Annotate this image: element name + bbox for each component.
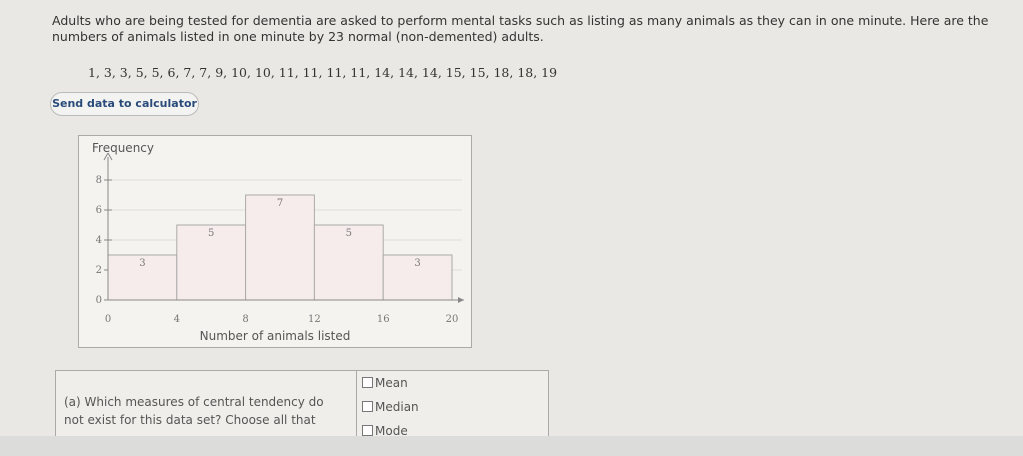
y-tick-label: 4 (96, 235, 102, 246)
y-axis-label: Frequency (92, 141, 154, 155)
data-list: 1, 3, 3, 5, 5, 6, 7, 7, 9, 10, 10, 11, 1… (88, 65, 558, 80)
y-tick-label: 8 (96, 175, 102, 186)
x-tick-label: 4 (174, 314, 180, 325)
y-tick-label: 6 (96, 205, 102, 216)
x-tick-label: 16 (377, 314, 390, 325)
option-label: Median (375, 400, 419, 414)
bar-label: 5 (346, 228, 352, 239)
bar-label: 7 (277, 198, 283, 209)
x-axis-label: Number of animals listed (200, 329, 351, 343)
x-arrow (458, 297, 464, 303)
option[interactable]: Mean (362, 376, 408, 390)
bar-label: 5 (208, 228, 214, 239)
x-tick-label: 12 (308, 314, 321, 325)
bar-label: 3 (139, 258, 145, 269)
option[interactable]: Mode (362, 424, 408, 438)
bottom-bar (0, 436, 1023, 456)
send-button[interactable]: Send data to calculator (50, 92, 199, 116)
y-arrow (103, 152, 113, 161)
x-tick-label: 8 (242, 314, 248, 325)
x-tick-label: 20 (446, 314, 459, 325)
bar (245, 194, 315, 301)
histogram: Frequency Number of animals listed 0 2 4 6 8… (78, 135, 472, 348)
option-label: Mean (375, 376, 408, 390)
bar-label: 3 (414, 258, 420, 269)
option-label: Mode (375, 424, 408, 438)
question-text: (a) Which measures of central tendency d… (64, 395, 324, 427)
divider (356, 371, 357, 441)
intro-text: Adults who are being tested for dementia… (52, 13, 989, 44)
y-tick-label: 2 (96, 265, 102, 276)
x-tick-label: 0 (105, 314, 111, 325)
y-tick-label: 0 (96, 295, 102, 306)
question-box: (a) Which measures of central tendency d… (55, 370, 549, 442)
option[interactable]: Median (362, 400, 419, 414)
